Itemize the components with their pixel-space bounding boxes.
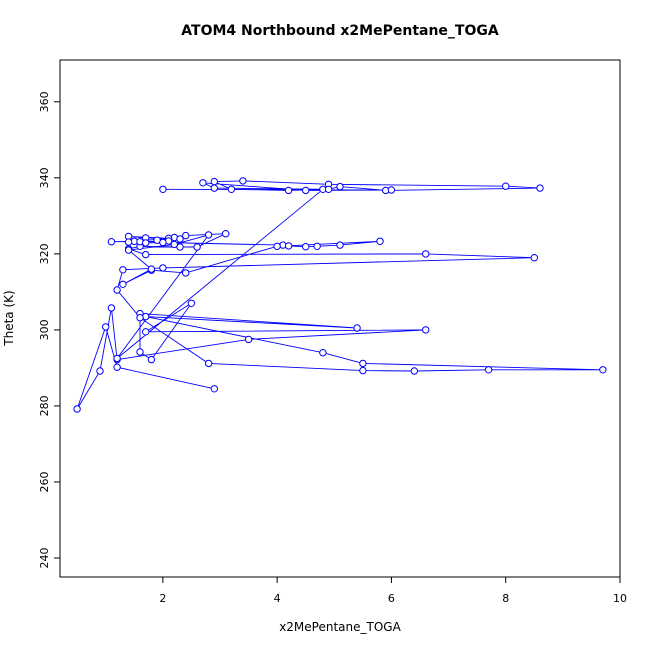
y-tick-label: 260 (38, 471, 51, 492)
y-axis: 240 260 280 300 320 340 360 (38, 91, 60, 568)
data-point (376, 237, 384, 246)
data-point (142, 250, 150, 259)
data-point (484, 366, 493, 374)
data-point (599, 366, 607, 374)
data-point (227, 185, 236, 194)
data-point (159, 185, 167, 194)
data-point (199, 179, 207, 187)
data-point (107, 238, 116, 246)
x-tick-label: 2 (159, 592, 166, 605)
y-tick-label: 300 (38, 319, 51, 340)
data-point (210, 385, 219, 393)
data-point (222, 230, 230, 238)
data-point (313, 242, 321, 251)
data-point (410, 367, 418, 375)
data-point (284, 242, 293, 250)
data-point (136, 348, 144, 356)
data-point (159, 264, 167, 272)
x-tick-label: 10 (613, 592, 627, 605)
data-point (113, 286, 121, 294)
data-point (119, 280, 127, 288)
data-point (204, 231, 213, 239)
data-point (176, 235, 184, 243)
data-point (159, 238, 167, 247)
y-tick-label: 360 (38, 91, 51, 112)
data-point (273, 242, 281, 251)
data-point (284, 186, 293, 195)
data-point (336, 241, 344, 249)
plot-frame (59, 59, 621, 578)
data-point (119, 266, 127, 274)
data-point (387, 186, 396, 194)
y-tick-label: 320 (38, 243, 51, 264)
x-axis: 2 4 6 8 10 (159, 577, 627, 605)
x-tick-label: 4 (274, 592, 281, 605)
data-point (136, 314, 144, 322)
data-series (73, 177, 607, 413)
data-point (244, 335, 253, 344)
data-point (359, 366, 367, 375)
data-point (113, 363, 121, 371)
data-point (359, 359, 367, 368)
data-point (96, 367, 104, 375)
data-point (147, 355, 156, 364)
data-point (239, 177, 247, 185)
data-point (182, 231, 190, 240)
data-point (536, 184, 544, 192)
x-axis-label: x2MePentane_TOGA (279, 620, 401, 634)
data-point (422, 326, 430, 334)
data-point (302, 186, 310, 195)
data-point (353, 324, 361, 332)
data-point (324, 185, 333, 194)
data-point (502, 182, 510, 190)
data-point (204, 359, 213, 368)
data-point (422, 250, 430, 258)
data-point (210, 184, 219, 192)
y-tick-label: 240 (38, 547, 51, 568)
y-axis-label: Theta (K) (2, 290, 16, 346)
data-point (182, 269, 190, 277)
data-point (124, 238, 133, 246)
data-point (102, 323, 110, 331)
data-point (113, 354, 121, 363)
y-tick-label: 340 (38, 167, 51, 188)
chart-title: ATOM4 Northbound x2MePentane_TOGA (181, 23, 499, 39)
data-point (142, 239, 150, 247)
data-point (142, 328, 150, 336)
data-point (193, 243, 201, 251)
x-tick-label: 6 (388, 592, 395, 605)
data-point (336, 182, 344, 191)
y-tick-label: 280 (38, 395, 51, 416)
data-point (73, 405, 81, 413)
data-point (319, 349, 327, 357)
data-point (187, 299, 196, 307)
data-point (530, 254, 538, 262)
data-point (124, 246, 133, 254)
data-point (302, 243, 310, 251)
data-point (170, 240, 179, 249)
data-point (147, 265, 156, 273)
data-point (107, 304, 116, 312)
x-tick-label: 8 (502, 592, 509, 605)
data-point (210, 177, 219, 186)
